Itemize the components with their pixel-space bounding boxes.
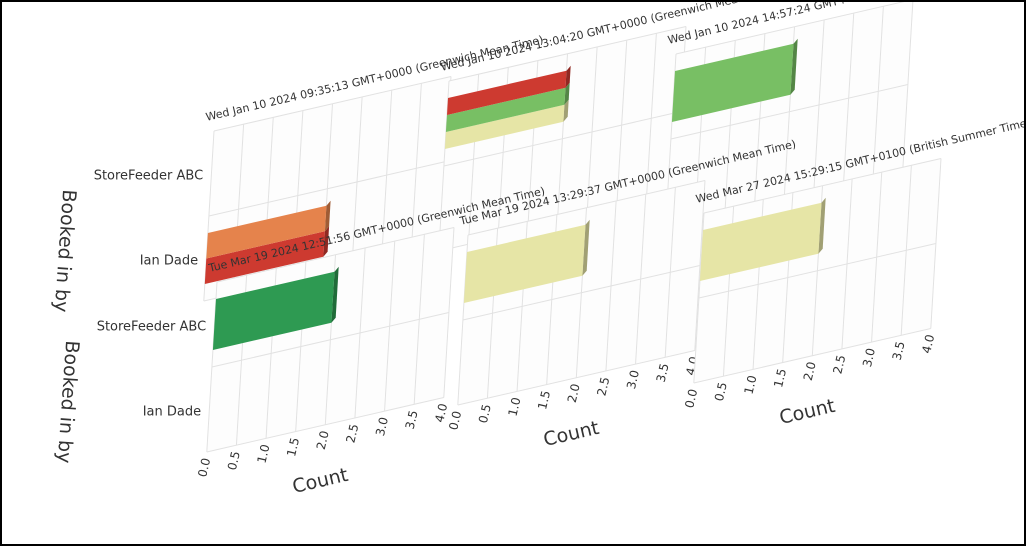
bar-segment [447, 70, 567, 115]
y-axis-label: Booked in by [50, 189, 80, 313]
x-tick-label: 0.0 [446, 410, 464, 432]
x-tick-label: 3.5 [654, 362, 672, 384]
category-label: Ian Dade [140, 253, 198, 268]
x-tick-label: 1.5 [535, 389, 553, 411]
x-tick-label: 0.5 [225, 450, 243, 472]
x-tick-label: 1.5 [771, 367, 789, 389]
category-label: Ian Dade [143, 404, 201, 419]
x-axis-label: Count [541, 417, 601, 451]
bar-segment [212, 271, 335, 350]
category-label: StoreFeeder ABC [94, 168, 204, 183]
x-tick-label: 2.0 [565, 382, 583, 404]
bar-segment [204, 231, 325, 284]
gridline-vertical [930, 158, 942, 329]
bar-side [323, 226, 330, 257]
x-tick-label: 1.0 [742, 374, 760, 396]
gridline-horizontal [211, 312, 450, 368]
gridline-horizontal [670, 84, 909, 140]
x-tick-label: 0.5 [712, 381, 730, 403]
bar-side [563, 99, 569, 122]
gridline-horizontal [675, 2, 905, 55]
gridline-horizontal [206, 397, 444, 453]
bar-side [331, 266, 339, 323]
x-axis-label: Count [290, 464, 350, 498]
gridline-horizontal [462, 265, 701, 321]
bar-side [564, 82, 570, 105]
x-tick-label: 1.0 [255, 443, 273, 465]
bar-side [565, 65, 571, 88]
panels-group: Wed Jan 10 2024 09:35:13 GMT+0000 (Green… [50, 2, 1024, 498]
x-tick-label: 3.0 [860, 347, 878, 369]
gridline-horizontal [208, 161, 447, 217]
x-tick-label: 2.5 [594, 376, 612, 398]
bar-side [818, 197, 826, 254]
bar-segment [445, 87, 566, 132]
bar-side [324, 200, 331, 232]
y-axis-label: Booked in by [53, 340, 83, 464]
x-tick-label: 0.5 [476, 403, 494, 425]
category-label: StoreFeeder ABC [97, 319, 207, 334]
x-tick-label: 1.5 [284, 436, 302, 458]
x-tick-label: 2.0 [314, 429, 332, 451]
bar-side [790, 38, 798, 95]
bar-segment [671, 43, 794, 123]
bar-segment [463, 224, 586, 303]
bar-segment [206, 205, 327, 259]
gridline-horizontal [693, 328, 931, 384]
gridline-horizontal [467, 180, 706, 236]
x-tick-label: 2.5 [343, 423, 361, 445]
gridline-horizontal [703, 158, 942, 214]
x-tick-label: 3.0 [624, 369, 642, 391]
gridline-horizontal [216, 227, 455, 283]
x-tick-label: 2.5 [830, 354, 848, 376]
gridline-horizontal [213, 76, 452, 132]
bar-segment [699, 202, 822, 281]
x-tick-label: 0.0 [682, 388, 700, 410]
x-axis-label: Count [777, 395, 837, 429]
x-tick-label: 2.0 [801, 360, 819, 382]
gridline-horizontal [443, 111, 682, 167]
x-tick-label: 3.5 [403, 409, 421, 431]
panel-5: Tue Mar 19 2024 13:29:37 GMT+0000 (Green… [446, 138, 797, 451]
x-tick-label: 0.0 [195, 457, 213, 479]
x-tick-label: 3.5 [890, 340, 908, 362]
x-tick-label: 3.0 [373, 416, 391, 438]
gridline-horizontal [457, 350, 695, 406]
bar-segment [444, 104, 565, 149]
x-tick-label: 4.0 [919, 333, 937, 355]
x-tick-label: 1.0 [506, 396, 524, 418]
bar-side [582, 219, 590, 276]
gridline-horizontal [698, 243, 937, 299]
x-tick-label: 4.0 [432, 402, 450, 424]
gridline-horizontal [448, 26, 687, 82]
